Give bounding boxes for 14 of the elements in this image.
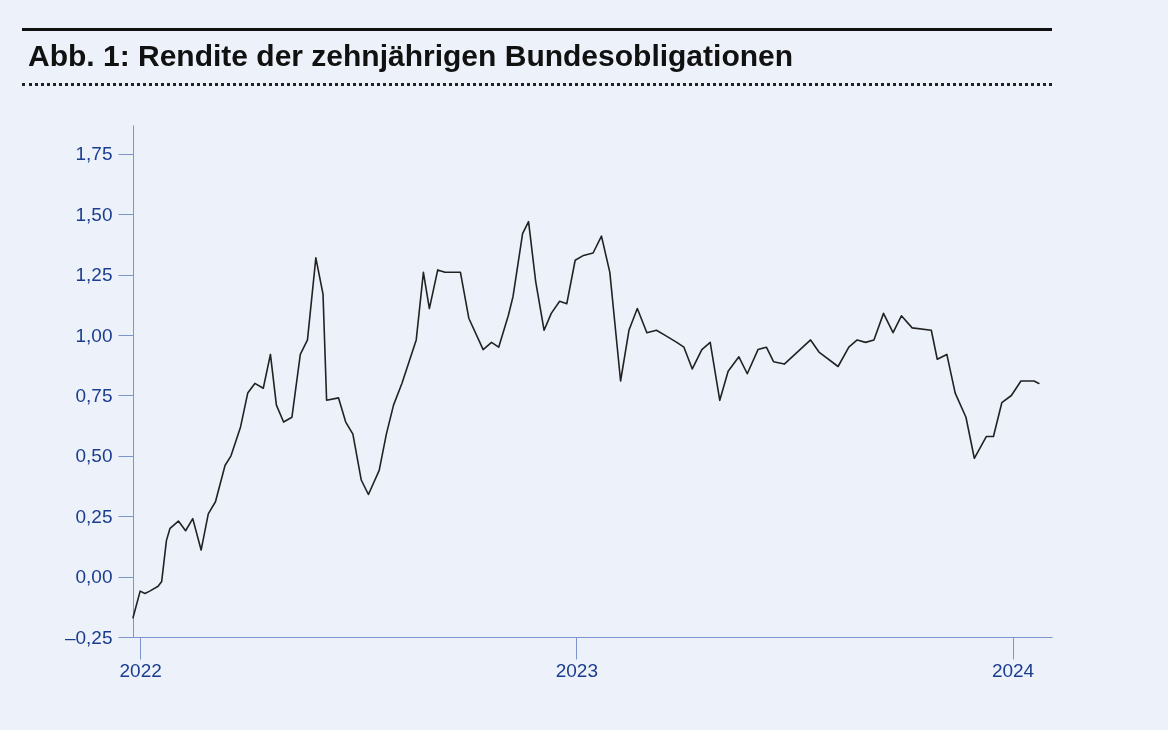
y-tick-label: 1,50 (75, 203, 113, 225)
line-series (132, 220, 1040, 619)
x-tick-label: 2023 (555, 659, 599, 681)
y-tick-label: 1,75 (75, 143, 113, 165)
y-tick-label: –0,25 (64, 626, 113, 648)
x-tick-label: 2024 (991, 659, 1035, 681)
x-tick-label: 2022 (119, 659, 162, 681)
y-tick-label: 1,00 (75, 324, 113, 346)
y-tick-label: 0,25 (75, 505, 113, 527)
chart-title: Abb. 1: Rendite der zehnjährigen Bundesobligationen (22, 28, 1052, 86)
y-tick-label: 0,50 (75, 445, 113, 467)
y-tick-label: 0,75 (75, 384, 113, 406)
y-tick-label: 1,25 (75, 264, 113, 286)
y-tick-label: 0,00 (75, 566, 113, 588)
